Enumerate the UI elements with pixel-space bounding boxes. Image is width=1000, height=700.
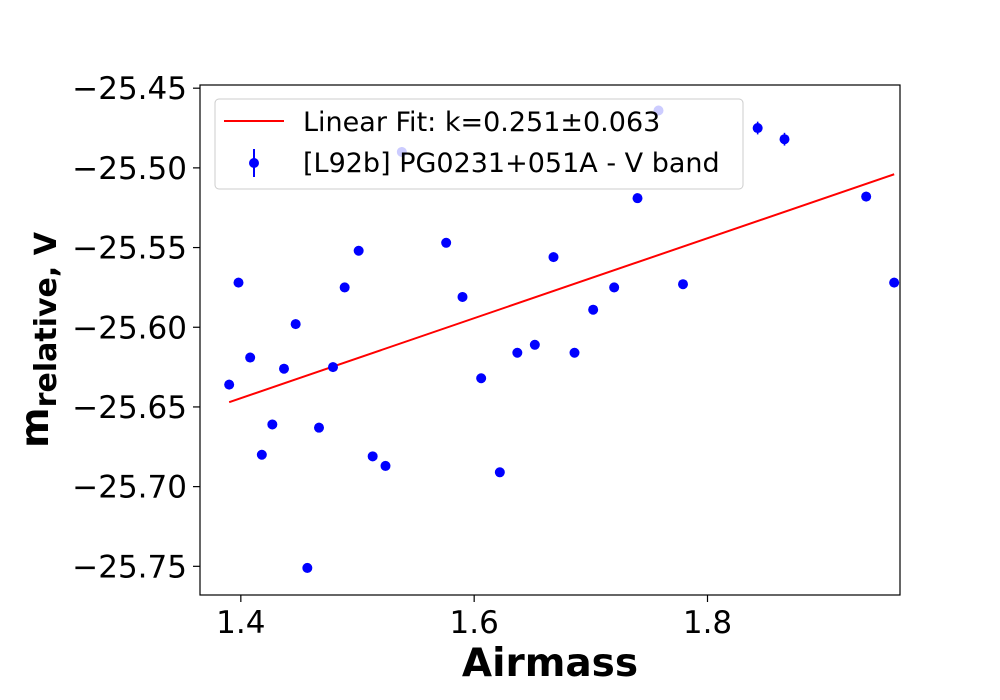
y-tick-label: −25.60 <box>72 310 187 346</box>
y-tick-label: −25.50 <box>72 151 187 187</box>
data-point <box>609 282 620 293</box>
data-marker <box>548 252 559 263</box>
data-point <box>267 419 278 430</box>
y-axis-label-subscript: relative, V <box>29 231 64 407</box>
data-point <box>224 379 235 390</box>
data-marker <box>256 449 267 460</box>
data-point <box>889 277 900 288</box>
legend-box <box>214 98 744 190</box>
data-marker <box>476 373 487 384</box>
data-marker <box>279 363 289 374</box>
legend-marker-swatch <box>249 158 259 168</box>
y-axis-label: mrelative, V <box>13 231 64 448</box>
y-axis-ticks: −25.45 −25.50 −25.55 −25.60 −25.65 −25.70 −25.… <box>72 71 200 585</box>
data-point <box>512 347 523 358</box>
data-point <box>632 193 643 204</box>
plot-frame <box>199 84 901 596</box>
data-point <box>548 252 559 263</box>
y-tick-label: −25.65 <box>72 390 187 426</box>
data-marker <box>353 245 364 256</box>
x-axis-ticks: 1.4 1.6 1.8 <box>216 595 732 641</box>
x-tick-label: 1.6 <box>450 605 499 641</box>
y-tick-label: −25.70 <box>72 470 187 506</box>
data-point <box>245 352 256 363</box>
x-axis-label: Airmass <box>462 641 638 686</box>
y-axis-label-main: m <box>13 407 58 448</box>
data-point <box>353 245 364 256</box>
legend: Linear Fit: k=0.251±0.063 [L92b] PG0231+… <box>214 98 744 190</box>
data-point <box>476 373 487 384</box>
data-point <box>290 319 301 330</box>
data-marker <box>529 339 540 350</box>
data-point <box>529 339 540 350</box>
data-point <box>367 451 378 462</box>
data-marker <box>494 467 505 478</box>
data-marker <box>245 352 256 363</box>
legend-label-linear-fit: Linear Fit: k=0.251±0.063 <box>303 107 660 138</box>
data-marker <box>752 123 763 134</box>
data-point <box>380 460 391 471</box>
data-point <box>678 279 688 290</box>
data-marker <box>314 422 324 433</box>
data-marker <box>224 379 235 390</box>
data-marker <box>290 319 301 330</box>
data-marker <box>609 282 620 293</box>
data-point <box>279 363 289 374</box>
data-marker <box>441 237 452 248</box>
data-marker <box>339 282 350 293</box>
data-marker <box>380 460 391 471</box>
data-marker <box>267 419 278 430</box>
data-point <box>779 132 790 146</box>
data-point <box>328 362 338 373</box>
legend-label-data-series: [L92b] PG0231+051A - V band <box>303 148 720 179</box>
data-point <box>339 282 350 293</box>
y-tick-label: −25.45 <box>72 71 187 107</box>
data-marker <box>678 279 688 290</box>
data-marker <box>233 277 244 288</box>
data-marker <box>302 562 313 573</box>
data-marker <box>889 277 900 288</box>
data-point <box>457 291 468 302</box>
x-tick-label: 1.4 <box>216 605 265 641</box>
data-marker <box>569 347 580 358</box>
y-tick-label: −25.55 <box>72 231 187 267</box>
data-marker <box>328 362 338 373</box>
data-marker <box>861 191 872 202</box>
data-point <box>441 237 452 248</box>
fit-line <box>228 173 895 404</box>
data-point <box>302 562 313 573</box>
data-marker <box>588 304 599 315</box>
data-marker <box>367 451 378 462</box>
y-tick-label: −25.75 <box>72 549 187 585</box>
data-point <box>588 304 599 315</box>
data-marker <box>512 347 523 358</box>
data-point <box>314 422 324 433</box>
data-point <box>494 467 505 478</box>
data-point <box>861 191 872 202</box>
data-point <box>569 347 580 358</box>
data-point <box>233 277 244 288</box>
data-marker <box>632 193 643 204</box>
data-marker <box>779 134 790 145</box>
x-tick-label: 1.8 <box>683 605 732 641</box>
data-marker <box>457 291 468 302</box>
data-point <box>256 449 267 460</box>
data-point <box>752 121 763 135</box>
